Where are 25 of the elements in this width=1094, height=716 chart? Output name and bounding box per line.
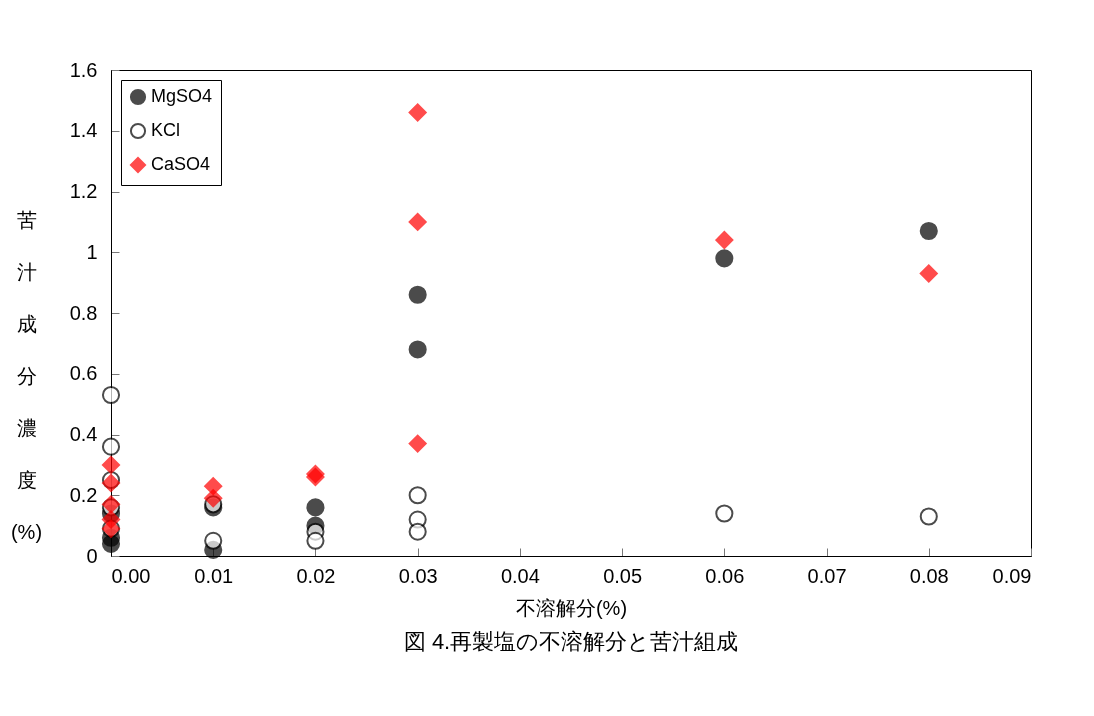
x-tick-label: 0.08 <box>909 564 949 587</box>
text: 苦汁成分濃度(%) <box>10 208 43 543</box>
legend-label: MgSO4 <box>151 86 213 106</box>
y-tick-label: 0.8 <box>69 301 98 324</box>
y-tick-label: 0.4 <box>69 423 98 445</box>
y-tick-label: 0.6 <box>69 362 98 385</box>
legend-label: CaSO4 <box>151 154 211 174</box>
y-tick-label: 0 <box>86 544 98 567</box>
text: 図 4.再製塩の不溶解分と苦汁組成 <box>403 629 739 654</box>
x-tick-label: 0.02 <box>296 564 336 587</box>
x-tick-label: 0.01 <box>194 564 234 587</box>
y-tick-label: 0.2 <box>69 483 98 506</box>
x-axis-title: 不溶解分(%) <box>515 596 628 619</box>
x-tick-label: 0.00 <box>111 564 151 587</box>
x-tick-label: 0.03 <box>398 564 438 587</box>
y-tick-label: 1.4 <box>69 119 98 142</box>
legend-label: KCl <box>151 120 181 140</box>
x-tick-label: 0.09 <box>992 564 1032 587</box>
x-tick-label: 0.07 <box>807 564 847 587</box>
x-tick-label: 0.06 <box>705 564 745 587</box>
x-tick-label: 0.04 <box>500 564 540 587</box>
y-tick-label: 1 <box>86 240 98 263</box>
y-tick-label: 1.6 <box>69 58 98 81</box>
y-tick-label: 1.2 <box>69 180 98 202</box>
x-tick-label: 0.05 <box>603 564 643 587</box>
